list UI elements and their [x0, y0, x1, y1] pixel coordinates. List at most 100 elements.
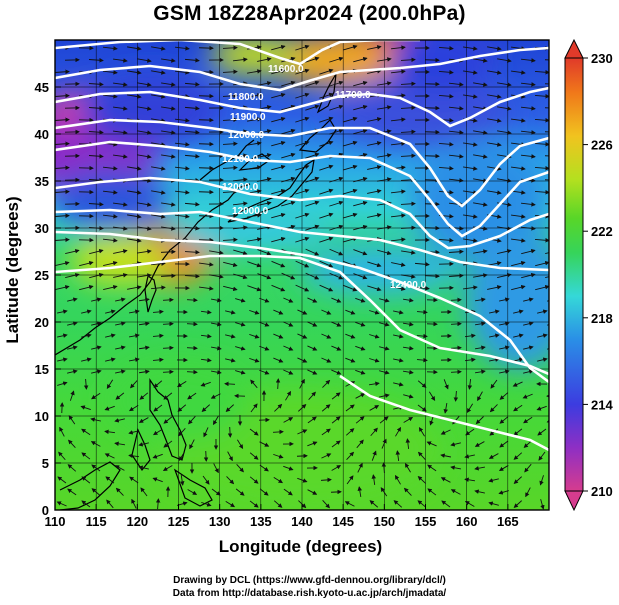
x-tick-label: 130: [209, 514, 231, 529]
wind-arrow: [534, 142, 549, 147]
wind-arrow: [443, 379, 449, 390]
wind-arrow: [367, 141, 382, 146]
wind-arrow: [79, 260, 94, 267]
wind-arrow: [329, 248, 344, 256]
wind-arrow: [57, 333, 68, 338]
wind-arrow: [321, 357, 332, 363]
x-tick-label: 125: [168, 514, 190, 529]
wind-arrow: [67, 297, 78, 302]
wind-arrow: [161, 154, 176, 159]
wind-arrow: [367, 285, 382, 292]
wind-arrow: [250, 403, 258, 413]
wind-arrow: [281, 128, 296, 135]
wind-arrow: [129, 333, 140, 338]
wind-arrow: [259, 369, 270, 375]
wind-arrow: [115, 321, 126, 326]
wind-arrow: [177, 404, 187, 412]
wind-arrow: [308, 391, 316, 401]
wind-arrow: [114, 418, 125, 423]
wind-arrow: [525, 487, 531, 498]
wind-arrow: [115, 392, 125, 400]
x-axis: 110 115 120 125 130 135 140 145 150 155 160 165: [45, 504, 519, 529]
x-tick-label: 155: [415, 514, 437, 529]
wind-arrow: [520, 82, 536, 87]
wind-arrow: [390, 69, 406, 74]
wind-arrow: [210, 370, 222, 375]
wind-arrow: [523, 440, 533, 448]
wind-arrow: [184, 273, 200, 279]
wind-arrow: [295, 236, 310, 243]
wind-arrow: [511, 70, 526, 75]
wind-arrow: [295, 44, 310, 51]
wind-arrow: [275, 378, 281, 390]
y-axis-label: Latitude (degrees): [3, 196, 22, 344]
wind-arrow: [535, 261, 549, 267]
wind-arrow: [305, 248, 320, 256]
wind-arrow: [307, 321, 318, 327]
wind-arrow: [345, 309, 356, 315]
wind-arrow: [394, 474, 401, 485]
wind-arrow: [545, 252, 549, 255]
colorbar-tick-label: 226: [591, 138, 613, 153]
wind-arrow: [417, 404, 427, 412]
wind-arrow: [499, 297, 510, 302]
wind-arrow: [249, 428, 259, 436]
wind-arrow: [511, 285, 526, 291]
wind-arrow: [187, 392, 197, 400]
wind-arrow: [184, 249, 200, 255]
wind-arrow: [307, 297, 318, 303]
wind-arrow: [321, 333, 332, 339]
wind-arrow: [198, 213, 214, 219]
wind-arrow: [440, 453, 451, 458]
x-tick-label: 110: [45, 514, 66, 529]
wind-arrow: [295, 68, 310, 75]
wind-arrow: [232, 201, 248, 206]
wind-arrow: [520, 226, 536, 231]
y-tick-label: 25: [35, 268, 49, 283]
wind-arrow: [281, 176, 296, 183]
wind-arrow: [102, 70, 118, 75]
wind-arrow: [381, 438, 387, 449]
wind-arrow: [102, 46, 118, 51]
contour-label: 11800.0: [228, 92, 264, 103]
wind-arrow: [271, 164, 286, 171]
wind-arrow: [178, 451, 186, 462]
wind-arrow: [201, 404, 211, 412]
wind-arrow: [281, 272, 296, 280]
wind-arrow: [473, 154, 488, 159]
wind-arrow: [513, 428, 523, 436]
wind-streamlines: [55, 44, 549, 510]
wind-arrow: [305, 80, 320, 87]
wind-arrow: [139, 392, 149, 400]
wind-arrow: [55, 165, 70, 171]
wind-arrow: [534, 94, 549, 99]
wind-arrow: [83, 378, 89, 390]
wind-arrow: [487, 94, 502, 99]
wind-arrow: [390, 45, 406, 50]
wind-arrow: [417, 475, 426, 484]
wind-arrow: [247, 117, 262, 122]
wind-arrow: [319, 140, 334, 147]
wind-arrow: [463, 94, 478, 99]
wind-arrow: [257, 177, 272, 182]
wind-arrow: [343, 140, 358, 147]
wind-arrow: [249, 500, 259, 508]
wind-arrow: [355, 416, 365, 424]
wind-arrow: [523, 321, 534, 326]
wind-arrow: [249, 357, 260, 363]
wind-arrow: [355, 321, 366, 327]
wind-arrow: [499, 369, 510, 374]
wind-arrow: [464, 477, 476, 483]
wind-arrow: [138, 297, 150, 303]
wind-arrow: [153, 428, 163, 436]
wind-arrow: [187, 489, 198, 495]
wind-arrow: [355, 297, 366, 303]
wind-arrow: [427, 464, 437, 472]
wind-arrow: [128, 404, 139, 412]
wind-arrow: [487, 190, 502, 195]
wind-arrow: [321, 309, 332, 315]
wind-arrow: [104, 453, 115, 459]
wind-arrow: [127, 285, 142, 290]
wind-arrow: [283, 297, 294, 303]
wind-arrow: [210, 322, 222, 327]
